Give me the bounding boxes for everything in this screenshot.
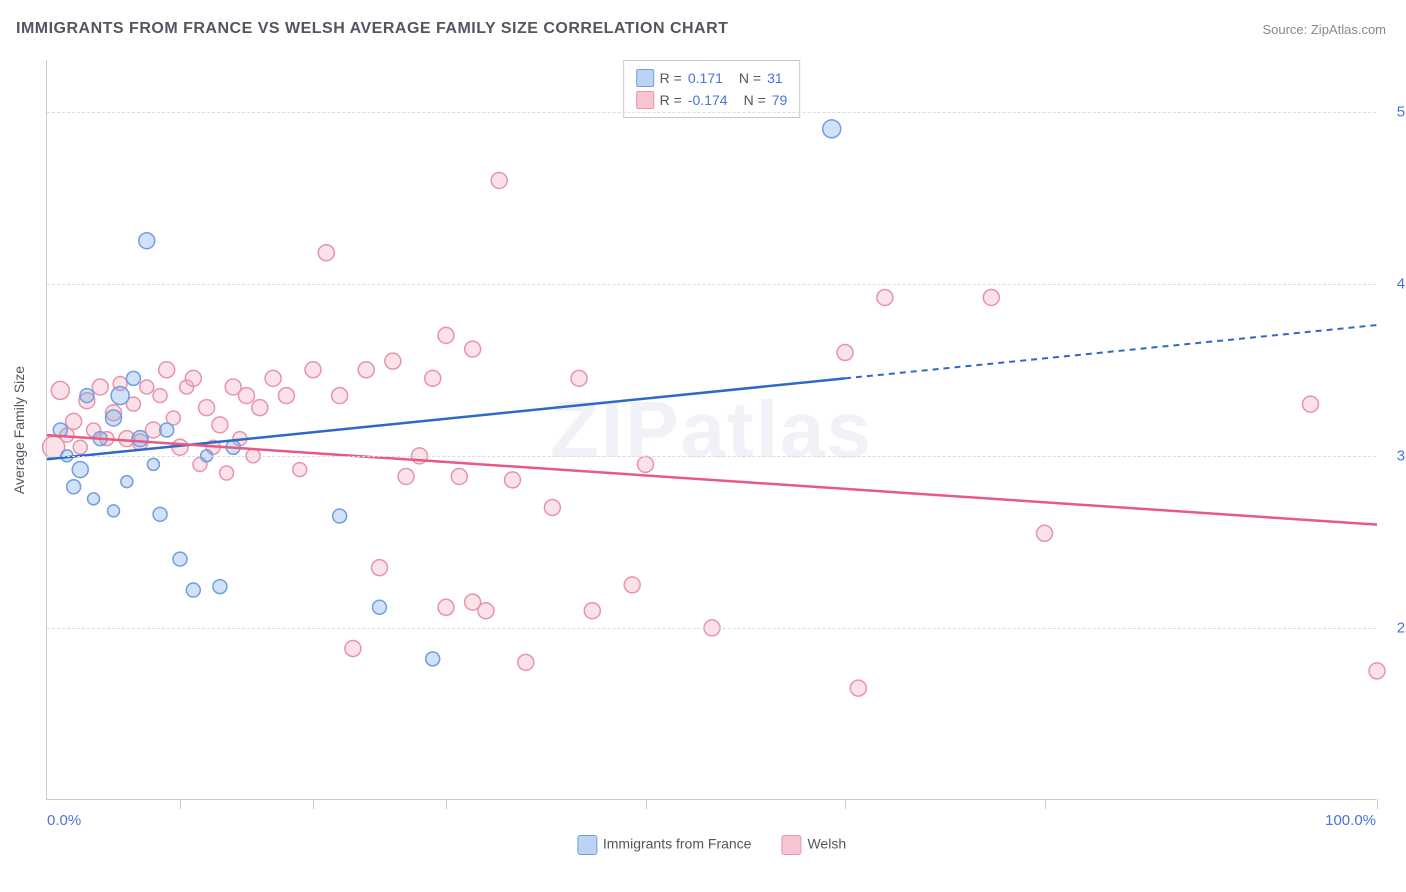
scatter-point	[252, 400, 268, 416]
source-label: Source: ZipAtlas.com	[1262, 22, 1386, 37]
scatter-point	[213, 580, 227, 594]
scatter-point	[333, 509, 347, 523]
scatter-point	[305, 362, 321, 378]
gridline	[47, 628, 1376, 629]
y-tick-label: 2.00	[1397, 619, 1406, 636]
legend-swatch	[577, 835, 597, 855]
scatter-point	[72, 462, 88, 478]
x-tick	[845, 799, 846, 809]
x-tick	[646, 799, 647, 809]
scatter-point	[121, 476, 133, 488]
scatter-point	[332, 388, 348, 404]
scatter-point	[837, 345, 853, 361]
scatter-point	[584, 603, 600, 619]
x-tick	[1377, 799, 1378, 809]
x-tick	[1045, 799, 1046, 809]
legend-label: Immigrants from France	[603, 836, 752, 852]
scatter-point	[293, 463, 307, 477]
chart-title: IMMIGRANTS FROM FRANCE VS WELSH AVERAGE …	[16, 20, 728, 38]
scatter-point	[153, 389, 167, 403]
scatter-point	[638, 456, 654, 472]
legend-label: Welsh	[807, 836, 846, 852]
scatter-point	[372, 560, 388, 576]
scatter-point	[505, 472, 521, 488]
scatter-point	[220, 466, 234, 480]
scatter-point	[571, 370, 587, 386]
scatter-point	[159, 362, 175, 378]
scatter-point	[140, 380, 154, 394]
scatter-point	[106, 410, 122, 426]
plot-area: Average Family Size 0.0% 100.0% ZIPatlas…	[46, 60, 1376, 800]
scatter-point	[199, 400, 215, 416]
scatter-point	[239, 388, 255, 404]
scatter-point	[126, 371, 140, 385]
scatter-point	[212, 417, 228, 433]
scatter-point	[451, 468, 467, 484]
scatter-point	[73, 440, 87, 454]
scatter-point	[66, 413, 82, 429]
y-tick-label: 4.00	[1397, 275, 1406, 292]
trend-line-blue-dashed	[845, 325, 1377, 378]
scatter-point	[465, 341, 481, 357]
scatter-point	[398, 468, 414, 484]
scatter-point	[92, 379, 108, 395]
x-tick	[446, 799, 447, 809]
trend-line-pink	[47, 435, 1377, 524]
scatter-point	[426, 652, 440, 666]
scatter-point	[318, 245, 334, 261]
scatter-point	[983, 289, 999, 305]
gridline	[47, 284, 1376, 285]
scatter-point	[544, 499, 560, 515]
y-tick-label: 5.00	[1397, 103, 1406, 120]
scatter-point	[139, 233, 155, 249]
scatter-point	[160, 423, 174, 437]
legend-item: Welsh	[781, 835, 846, 855]
legend-item: Immigrants from France	[577, 835, 752, 855]
scatter-point	[186, 583, 200, 597]
scatter-point	[385, 353, 401, 369]
scatter-point	[147, 458, 159, 470]
x-tick	[180, 799, 181, 809]
scatter-point	[1037, 525, 1053, 541]
scatter-point	[438, 599, 454, 615]
scatter-point	[373, 600, 387, 614]
y-tick-label: 3.00	[1397, 447, 1406, 464]
scatter-point	[478, 603, 494, 619]
scatter-point	[265, 370, 281, 386]
scatter-point	[67, 480, 81, 494]
gridline	[47, 112, 1376, 113]
scatter-point	[132, 431, 148, 447]
x-axis-max-label: 100.0%	[1325, 812, 1376, 829]
scatter-point	[345, 641, 361, 657]
scatter-point	[153, 507, 167, 521]
scatter-point	[1369, 663, 1385, 679]
x-tick	[313, 799, 314, 809]
scatter-point	[624, 577, 640, 593]
chart-svg	[47, 60, 1376, 799]
series-legend: Immigrants from France Welsh	[577, 835, 846, 855]
scatter-point	[823, 120, 841, 138]
scatter-point	[51, 381, 69, 399]
scatter-point	[111, 387, 129, 405]
scatter-point	[278, 388, 294, 404]
scatter-point	[185, 370, 201, 386]
scatter-point	[173, 552, 187, 566]
scatter-point	[88, 493, 100, 505]
scatter-point	[877, 289, 893, 305]
y-axis-title: Average Family Size	[11, 365, 27, 493]
scatter-point	[491, 172, 507, 188]
scatter-point	[850, 680, 866, 696]
scatter-point	[518, 654, 534, 670]
gridline	[47, 456, 1376, 457]
legend-swatch	[781, 835, 801, 855]
scatter-point	[438, 327, 454, 343]
scatter-point	[358, 362, 374, 378]
x-axis-min-label: 0.0%	[47, 812, 81, 829]
scatter-point	[108, 505, 120, 517]
scatter-point	[80, 389, 94, 403]
scatter-point	[425, 370, 441, 386]
scatter-point	[1303, 396, 1319, 412]
